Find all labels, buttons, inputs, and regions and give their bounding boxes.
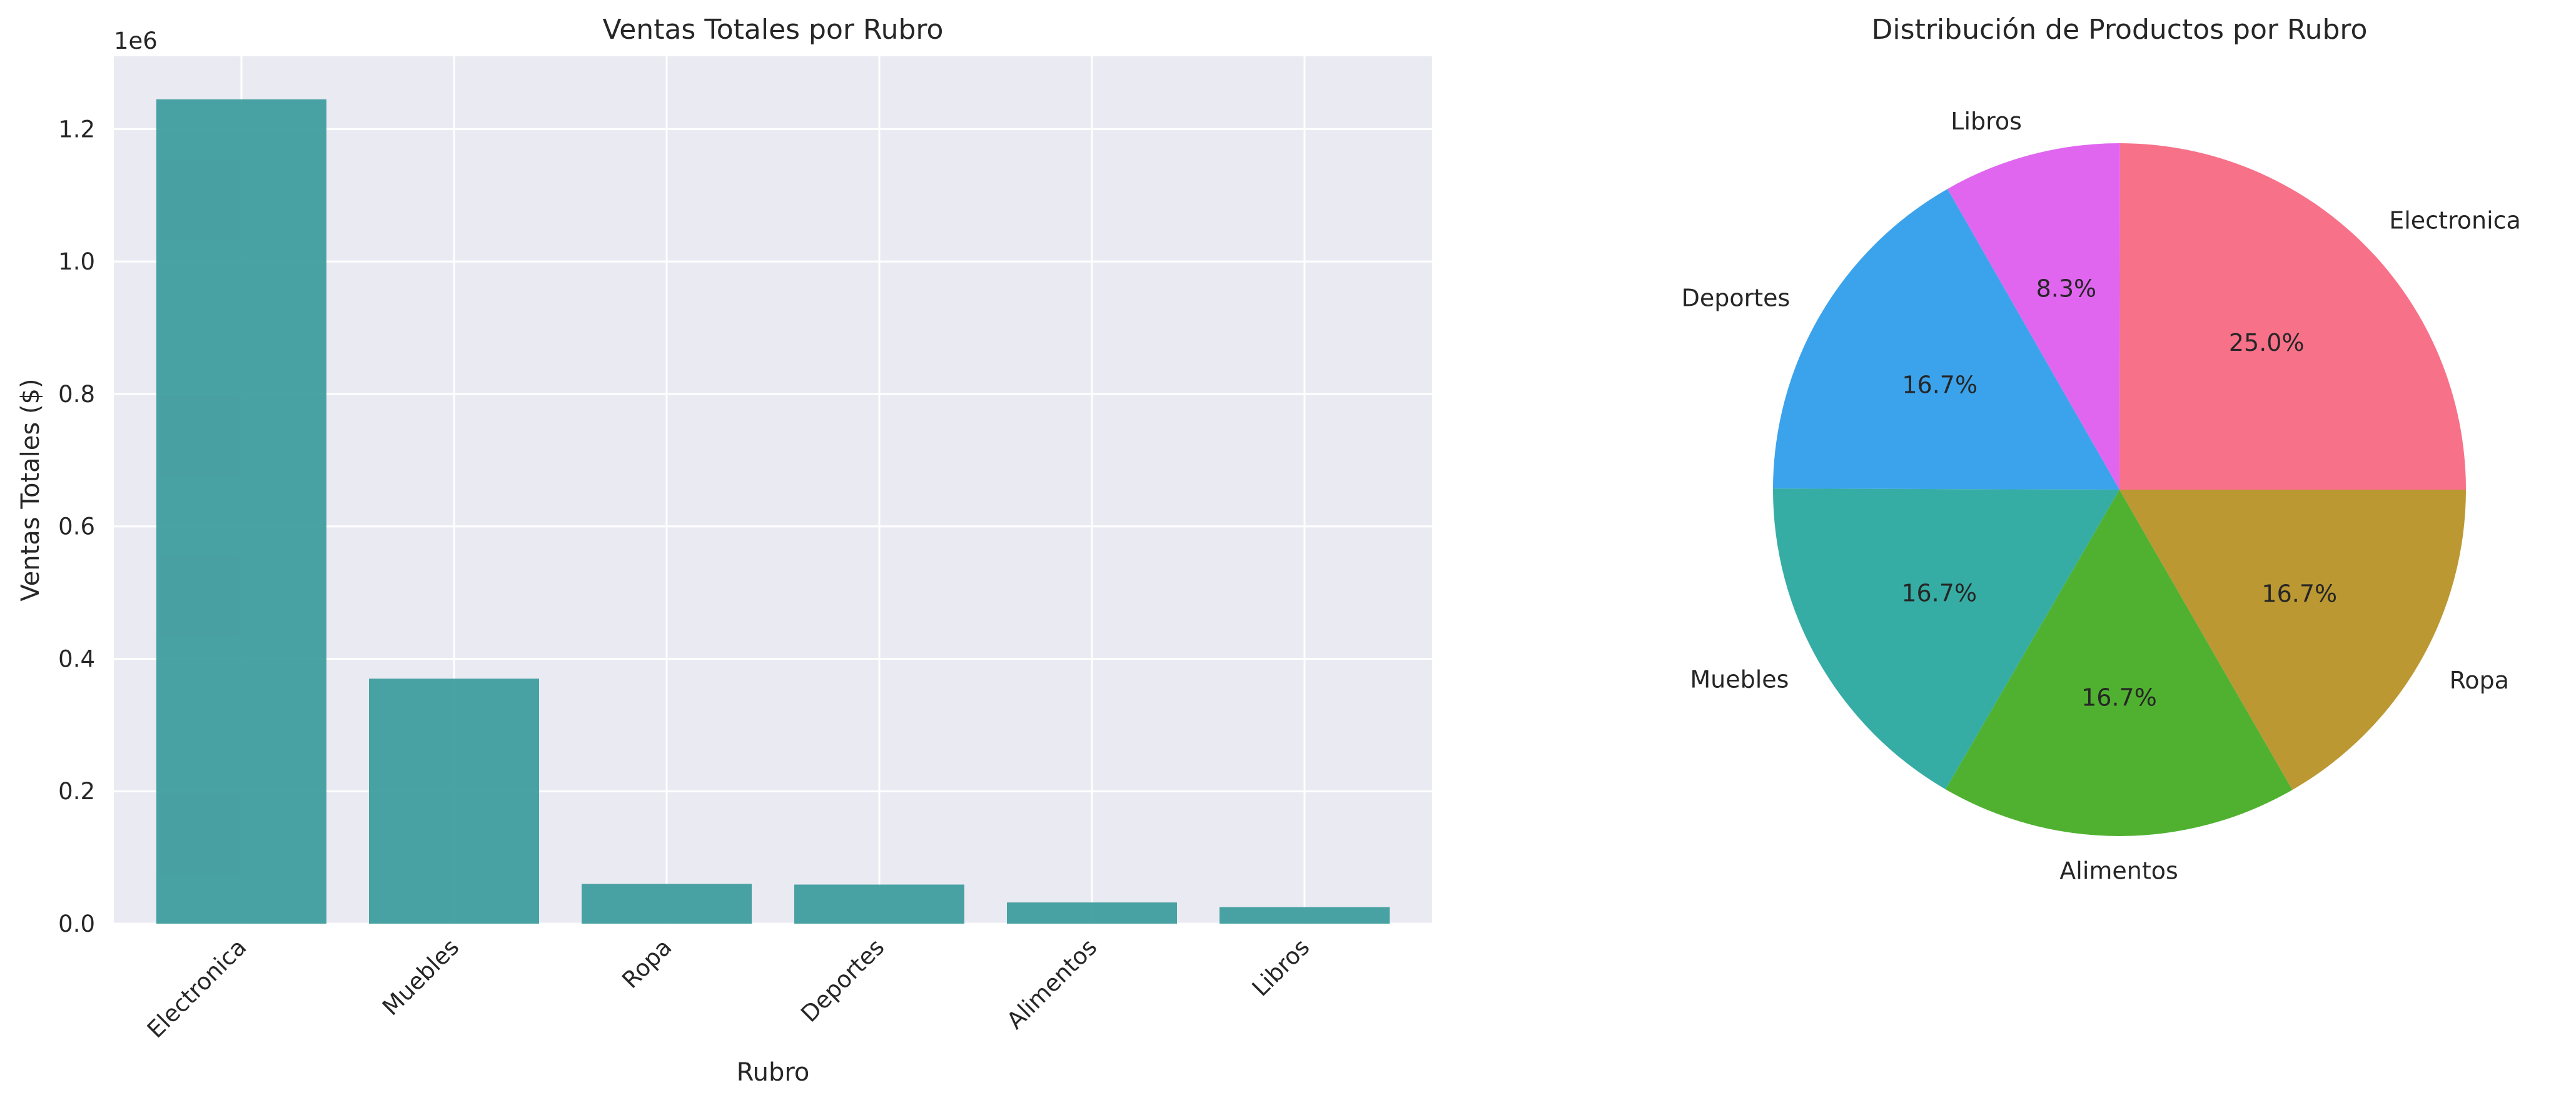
bar-x-tick-label: Libros	[1247, 934, 1315, 1002]
bar-y-tick-label: 0.2	[58, 778, 95, 805]
pie-pct-label: 25.0%	[2229, 329, 2305, 356]
pie-pct-label: 16.7%	[2081, 684, 2157, 711]
bar-alimentos	[1007, 902, 1177, 924]
bar-chart: 0.0 0.2 0.4 0.6 0.8 1.0 1.2 Electronica Muebles…	[16, 14, 1432, 1087]
bar-plot-background	[114, 56, 1432, 924]
bar-y-offset-label: 1e6	[114, 28, 158, 54]
pie-slice-deportes	[1773, 189, 2119, 490]
bar-x-axis-label: Rubro	[737, 1058, 810, 1087]
bar-y-tick-label: 1.0	[58, 248, 95, 275]
bar-series	[156, 99, 1390, 924]
pie-slice-alimentos	[1945, 490, 2293, 837]
bar-x-tick-label: Ropa	[617, 934, 677, 994]
pie-labels: 25.0% Electronica 8.3% Libros 16.7% Deportes 1…	[1682, 108, 2521, 884]
pie-category-label: Ropa	[2450, 667, 2509, 694]
bar-x-tick-label: Deportes	[796, 934, 889, 1027]
pie-slices	[1772, 143, 2466, 837]
bar-electronica	[156, 99, 326, 924]
pie-pct-label: 16.7%	[2261, 580, 2337, 607]
bar-y-tick-label: 0.6	[58, 513, 95, 540]
pie-slice-electronica	[2119, 143, 2466, 490]
bar-ropa	[582, 884, 752, 924]
bar-x-tick-label: Muebles	[377, 934, 464, 1021]
bar-chart-title: Ventas Totales por Rubro	[603, 14, 944, 46]
bar-y-tick-label: 0.0	[58, 911, 95, 937]
pie-slice-muebles	[1772, 488, 2119, 790]
bar-y-axis-label: Ventas Totales ($)	[16, 378, 45, 601]
bar-libros	[1220, 907, 1390, 924]
pie-pct-label: 16.7%	[1902, 371, 1977, 399]
pie-category-label: Deportes	[1682, 284, 1791, 311]
pie-chart: Distribución de Productos por Rubro 25.0…	[1682, 14, 2521, 884]
pie-category-label: Libros	[1951, 108, 2022, 135]
bar-muebles	[369, 679, 539, 924]
bar-x-tick-label: Electronica	[142, 934, 251, 1043]
bar-y-ticks: 0.0 0.2 0.4 0.6 0.8 1.0 1.2	[58, 116, 95, 937]
pie-category-label: Muebles	[1690, 665, 1789, 693]
pie-category-label: Electronica	[2389, 206, 2521, 234]
bar-y-tick-label: 0.4	[58, 645, 95, 672]
bar-x-tick-label: Alimentos	[1001, 934, 1102, 1034]
pie-pct-label: 16.7%	[1901, 579, 1977, 607]
pie-chart-title: Distribución de Productos por Rubro	[1872, 14, 2368, 46]
bar-y-tick-label: 1.2	[58, 116, 95, 143]
pie-slice-libros	[1947, 143, 2120, 490]
bar-x-ticks: Electronica Muebles Ropa Deportes Alimentos L…	[142, 934, 1315, 1043]
bar-y-tick-label: 0.8	[58, 381, 95, 408]
pie-category-label: Alimentos	[2059, 857, 2178, 884]
pie-slice-ropa	[2119, 490, 2466, 790]
pie-pct-label: 8.3%	[2036, 275, 2097, 303]
bar-deportes	[794, 884, 964, 924]
